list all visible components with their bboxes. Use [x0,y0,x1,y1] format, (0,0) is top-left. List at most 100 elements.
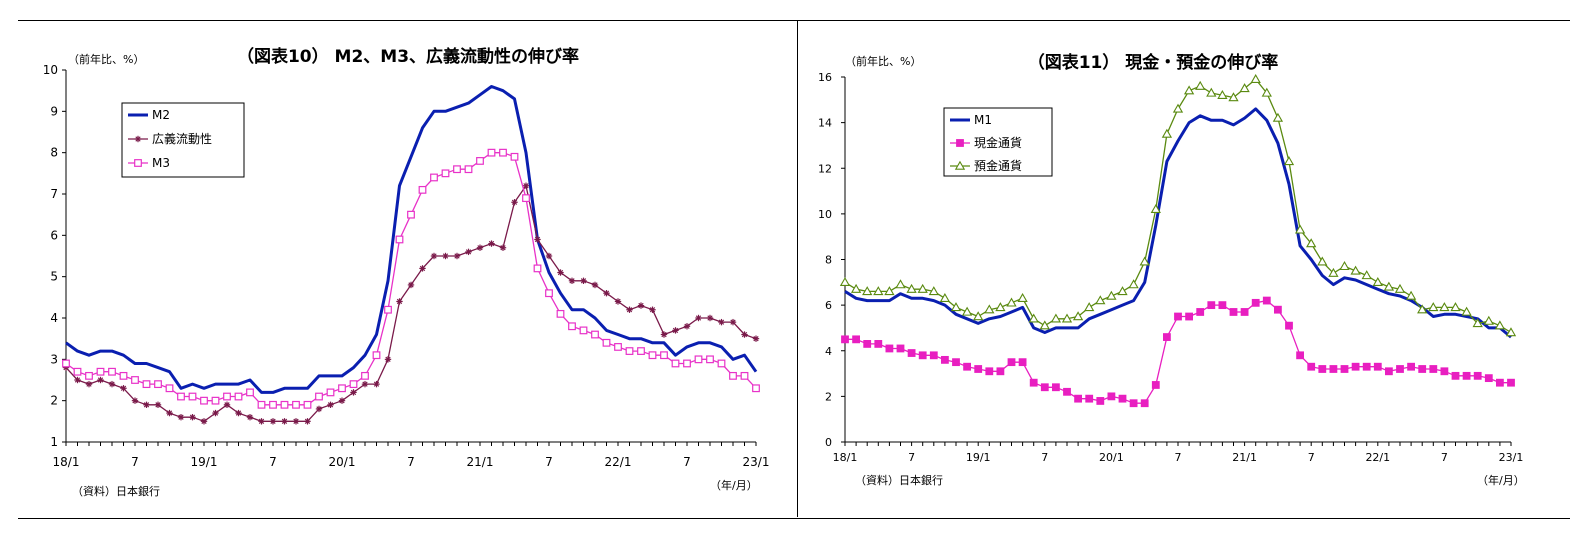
chart2-y-tick-label: 4 [825,345,832,358]
chart1-series-1-point [603,290,610,297]
chart1-series-2-point [556,309,565,318]
chart1-series-2-point [706,355,714,364]
chart1-series-2-point [671,359,680,368]
chart2-series-1-point [863,340,872,348]
chart1-x-tick-label: 20/1 [329,455,356,469]
chart1-series-1-point [453,252,461,260]
chart2-legend-label: 現金通貨 [974,135,1022,150]
chart2-series-2-point [1106,290,1117,300]
figure-frame [18,20,1570,519]
chart1-series-2-point [430,173,438,182]
chart1-series-2-point [96,367,105,376]
chart1-series-2-point [418,185,427,194]
chart1-series-2-point [223,392,231,401]
chart1-series-2-point [614,343,622,351]
chart2-series-2-point [1228,92,1239,102]
chart2-series-1-point [1451,371,1460,380]
chart2-y-tick-label: 12 [818,162,832,175]
chart1-series-2-point [85,371,93,380]
chart2-series-1-point [1007,358,1016,367]
chart1-series-2-point [119,371,128,380]
chart2-series-2-point [1050,313,1062,323]
chart1-series-2-point [683,359,691,368]
chart1-series-1-point [327,401,334,408]
chart1-series-2-point [407,210,415,219]
chart1-series-2-point [338,384,346,393]
chart2-series-2-point [1328,267,1339,277]
chart2-series-1-point [941,355,949,364]
chart1-y-tick-label: 8 [50,146,58,160]
chart1-series-2-point [384,305,392,314]
chart2-series-2-point [1139,256,1150,266]
chart2-series-1-point [1429,365,1438,373]
chart2-series-1-point [1274,305,1282,314]
chart1-series-1-point [626,306,633,313]
chart2-y-tick-label: 8 [825,254,832,267]
chart1-series-line-2 [65,152,757,406]
chart1-series-1-point [488,240,495,247]
chart2-series-2-point [1339,261,1350,271]
chart2-series-1-point [896,344,905,353]
chart2-x-tick-label: 7 [1041,451,1048,464]
chart1-y-tick-label: 4 [50,311,58,325]
chart2-y-tick-label: 16 [818,71,832,84]
chart1-series-2-point [73,367,82,376]
chart1-series-2-point [131,376,139,384]
chart2-series-1-point [907,349,916,357]
chart1-series-1-point [442,252,449,260]
chart2-x-tick-label: 20/1 [1099,451,1124,464]
chart2-series-1-point [1329,365,1338,373]
chart2-series-1-point [841,335,849,344]
chart2-series-2-point [873,286,884,296]
chart1-series-2-point [729,371,737,380]
chart2-series-2-point [1472,318,1483,328]
chart1-series-1-point [85,380,93,388]
chart2-series-1-point [1462,371,1471,380]
chart2-series-2-point [939,292,951,302]
chart1-series-2-point [717,359,726,368]
chart1-series-2-point [637,347,645,355]
chart2-series-1-point [1318,365,1327,373]
chart1-series-2-point [660,351,668,360]
chart1-series-2-point [303,400,312,409]
chart1-series-1-point [212,409,219,417]
chart2-series-2-point [1428,302,1439,312]
chart1-source: （資料）日本銀行 [72,484,160,498]
chart2-series-1-point [1218,301,1227,310]
chart2-series-1-point [1052,383,1060,392]
chart2-series-1-point [996,367,1005,376]
chart1-series-2-point [591,330,599,339]
chart2-x-tick-label: 18/1 [833,451,858,464]
chart2-series-1-point [1496,378,1504,387]
chart1-series-1-point [154,401,162,408]
chart1-series-2-point [234,392,243,401]
chart1-series-1-point [189,414,196,421]
chart1-series-1-point [396,298,403,305]
chart1-series-2-point [211,396,220,405]
chart1-series-1-point [476,244,484,251]
chart2-series-1-point [963,362,972,371]
chart1-series-1-point [269,418,277,425]
chart2-series-1-point [1396,365,1404,373]
chart2-x-tick-label: 7 [908,451,915,464]
chart1-series-2-point [476,157,484,165]
chart1-series-1-point [557,269,564,276]
chart1-legend-label: M2 [152,108,170,122]
chart1-series-1-point [223,401,231,408]
chart2-legend-label: 預金通貨 [974,158,1022,173]
chart2-series-1-point [1029,378,1038,387]
chart2-series-2-point [1028,313,1039,323]
chart2-series-1-point [1174,312,1182,321]
chart2-x-tick-label: 21/1 [1232,451,1257,464]
chart2-series-2-point [1505,327,1517,337]
chart1-y-tick-label: 2 [50,394,58,408]
chart2-series-2-point [1072,311,1084,321]
chart1-series-2-point [200,396,208,405]
chart1-series-2-point [257,400,266,409]
chart1-series-2-point [625,347,634,355]
chart1-title: （図表10） M2、M3、広義流動性の伸び率 [237,46,579,67]
chart1-series-2-point [62,359,70,368]
chart1-series-1-point [361,380,369,388]
